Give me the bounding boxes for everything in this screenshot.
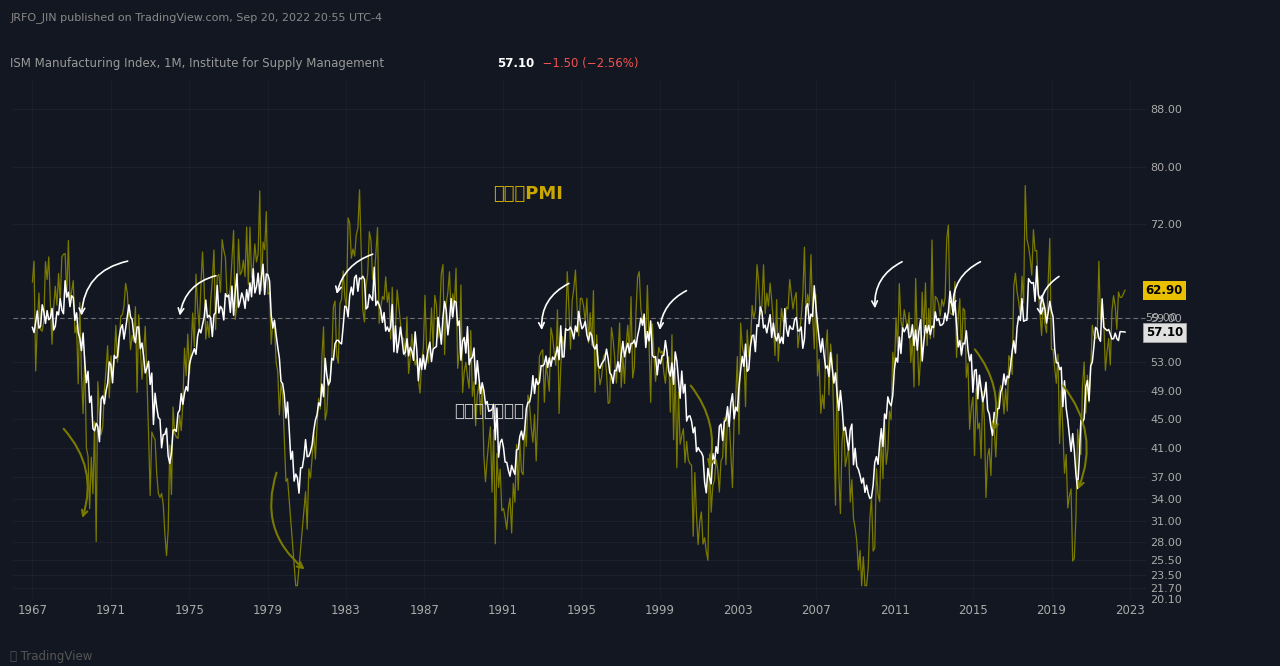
Text: 시카고PMI: 시카고PMI [493,185,563,203]
Text: 59.00: 59.00 [1146,313,1178,324]
Text: ⧉ TradingView: ⧉ TradingView [10,649,92,663]
Text: −1.50 (−2.56%): −1.50 (−2.56%) [535,57,639,70]
Text: 62.90: 62.90 [1146,284,1183,296]
Text: JRFO_JIN published on TradingView.com, Sep 20, 2022 20:55 UTC-4: JRFO_JIN published on TradingView.com, S… [10,12,383,23]
Text: ISM Manufacturing Index, 1M, Institute for Supply Management: ISM Manufacturing Index, 1M, Institute f… [10,57,392,70]
Text: 57.10: 57.10 [1146,326,1183,338]
Text: 57.10: 57.10 [497,57,534,70]
Text: 구매관리자지수: 구매관리자지수 [454,402,524,420]
